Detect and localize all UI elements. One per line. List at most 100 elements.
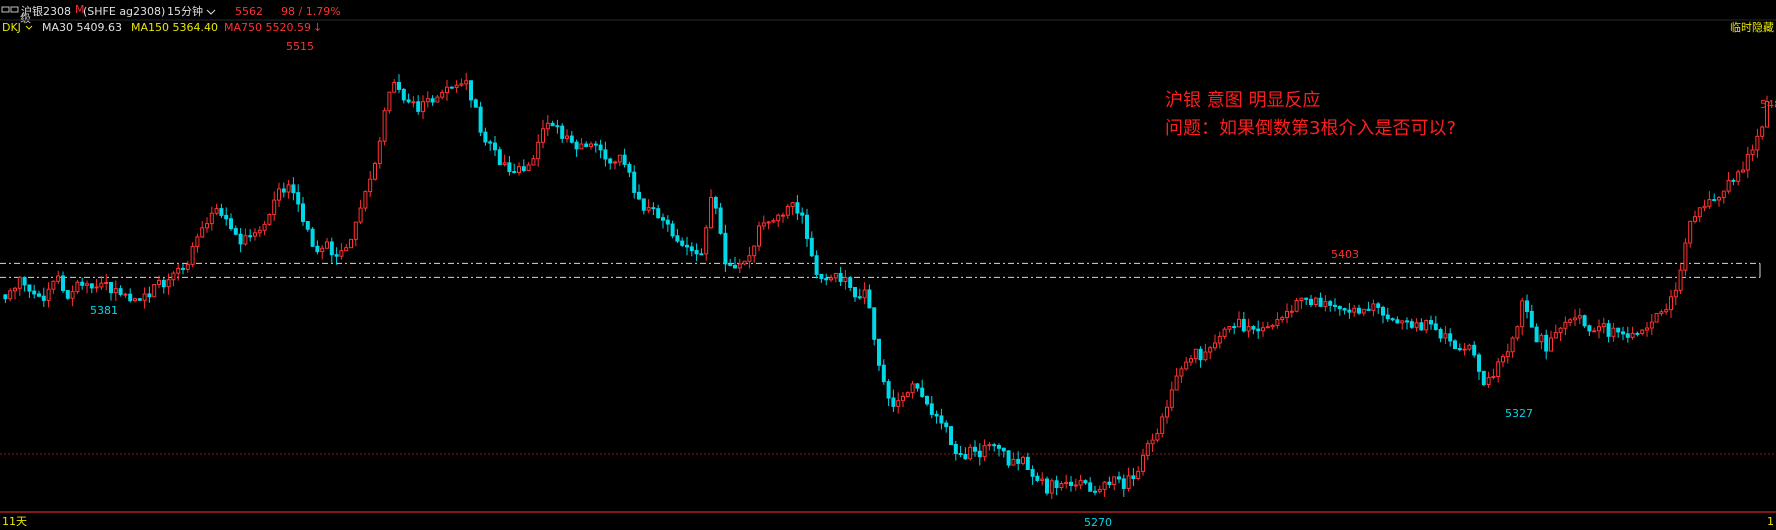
chevron-down-icon[interactable] xyxy=(206,9,216,15)
candle-up xyxy=(737,263,742,269)
candle-up xyxy=(1270,324,1275,328)
candle-up xyxy=(1510,337,1515,353)
candle-down xyxy=(1582,315,1587,327)
candle-up xyxy=(1414,322,1419,328)
candle-down xyxy=(161,279,166,288)
candle-up xyxy=(1323,301,1328,307)
candle-down xyxy=(1054,480,1059,489)
candle-down xyxy=(281,188,286,193)
candle-down xyxy=(181,267,185,270)
candle-up xyxy=(565,135,569,139)
candle-up xyxy=(1294,300,1299,312)
candle-down xyxy=(118,288,123,295)
high-label: 5515 xyxy=(286,40,314,53)
candle-up xyxy=(113,288,118,294)
candle-up xyxy=(1563,321,1568,329)
candle-up xyxy=(392,82,397,93)
candle-down xyxy=(27,284,32,292)
candle-up xyxy=(209,212,214,225)
candle-up xyxy=(1179,368,1184,377)
candle-up xyxy=(843,277,848,282)
candle-down xyxy=(3,294,8,300)
symbol-name[interactable]: 沪银2308 xyxy=(21,4,71,18)
candle-up xyxy=(377,140,382,164)
candle-down xyxy=(1006,450,1011,466)
annotation-line-2: 问题：如果倒数第3根介入是否可以? xyxy=(1165,118,1456,139)
candle-up xyxy=(1558,327,1563,334)
candle-up xyxy=(1165,406,1169,418)
candle-down xyxy=(1457,348,1462,351)
candle-down xyxy=(661,217,665,221)
candle-down xyxy=(1333,304,1337,307)
window-icon[interactable] xyxy=(1,6,10,13)
candle-up xyxy=(1721,190,1726,199)
period-selector[interactable]: 15分钟 xyxy=(167,4,203,18)
candle-up xyxy=(454,84,459,89)
candle-up xyxy=(123,293,128,296)
candle-up xyxy=(1760,126,1765,137)
candle-up xyxy=(1145,443,1150,456)
candle-up xyxy=(1285,310,1289,319)
candle-up xyxy=(133,298,137,302)
candle-up xyxy=(1102,481,1107,490)
candle-down xyxy=(680,240,685,246)
candle-up xyxy=(358,207,363,223)
candle-down xyxy=(1198,348,1203,361)
right-high-label: 548 xyxy=(1760,98,1776,111)
candle-up xyxy=(541,128,545,143)
candle-up xyxy=(272,199,277,216)
annotation-line-1: 沪银 意图 明显反应 xyxy=(1165,90,1320,111)
ma30-value: MA30 5409.63 xyxy=(42,21,122,34)
candle-up xyxy=(1203,351,1208,361)
candle-up xyxy=(776,214,781,222)
candle-up xyxy=(344,247,349,252)
candle-up xyxy=(613,161,617,164)
hide-toggle[interactable]: 临时隐藏 xyxy=(1730,20,1774,34)
candle-up xyxy=(1280,317,1285,321)
candle-down xyxy=(1232,326,1237,329)
candle-up xyxy=(747,255,752,262)
candle-down xyxy=(685,244,689,248)
last-price: 5562 xyxy=(235,5,263,18)
candle-down xyxy=(824,277,829,281)
indicator-chevron-icon[interactable] xyxy=(25,25,33,30)
candle-up xyxy=(742,260,747,265)
candle-down xyxy=(915,383,920,389)
candle-up xyxy=(1371,303,1376,311)
candle-up xyxy=(1443,333,1448,339)
candle-up xyxy=(1352,307,1357,313)
candle-up xyxy=(1486,377,1491,386)
candle-up xyxy=(176,267,181,274)
window-icon-2[interactable] xyxy=(10,6,19,13)
candle-down xyxy=(296,192,301,205)
candle-up xyxy=(421,101,425,112)
candle-down xyxy=(1395,319,1400,324)
candle-up xyxy=(190,246,195,265)
candle-up xyxy=(646,207,651,211)
candle-down xyxy=(488,141,493,144)
candle-down xyxy=(550,122,555,127)
indicator-name[interactable]: DKJ xyxy=(2,21,21,34)
candle-down xyxy=(1390,318,1395,321)
candle-down xyxy=(238,233,243,245)
candle-up xyxy=(157,279,161,286)
candle-down xyxy=(478,106,483,133)
candle-up xyxy=(445,86,449,94)
candle-down xyxy=(627,163,632,173)
candle-down xyxy=(920,387,925,397)
candle-down xyxy=(1635,332,1640,335)
candle-up xyxy=(8,290,13,300)
candle-up xyxy=(1208,347,1213,353)
candle-down xyxy=(1328,301,1333,306)
candle-down xyxy=(1001,447,1006,452)
ma150-value: MA150 5364.40 xyxy=(131,21,218,34)
candle-up xyxy=(1160,416,1165,434)
candle-down xyxy=(694,249,699,255)
candle-up xyxy=(1630,332,1635,338)
reference-lines xyxy=(0,262,1776,455)
candle-down xyxy=(560,125,565,139)
candle-down xyxy=(1318,297,1323,307)
candle-down xyxy=(555,125,560,128)
candle-down xyxy=(622,154,627,165)
